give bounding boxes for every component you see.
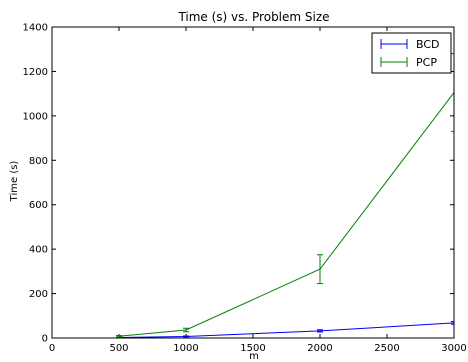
- plot-frame: [51, 26, 455, 339]
- pcp-series-line: [118, 92, 454, 337]
- y-tick-label: 1400: [23, 23, 48, 34]
- x-tick-label: 0: [49, 343, 55, 354]
- x-tick-label: 1500: [240, 343, 265, 354]
- x-tick-label: 3000: [441, 343, 466, 354]
- x-tick-label: 2000: [307, 343, 332, 354]
- legend-box: [371, 32, 452, 74]
- y-tick-label: 0: [42, 334, 48, 345]
- axis-ticks: 0 500 1000 1500 2000 2500 3000 0 200 400 600 800 100…: [23, 23, 467, 355]
- y-tick-label: 400: [29, 245, 48, 256]
- plot-area: [116, 53, 454, 338]
- y-axis-label: Time (s): [9, 161, 20, 203]
- x-tick-label: 1000: [173, 343, 198, 354]
- y-tick-label: 800: [29, 156, 48, 167]
- legend-pcp-label: PCP: [416, 56, 437, 69]
- x-axis-label: m: [249, 351, 259, 362]
- y-tick-label: 200: [29, 289, 48, 300]
- chart-title: Time (s) vs. Problem Size: [177, 10, 329, 24]
- series-group: [116, 53, 454, 338]
- x-tick-label: 500: [109, 343, 128, 354]
- legend: BCD PCP: [371, 32, 452, 74]
- bcd-series-line: [118, 322, 454, 338]
- y-tick-label: 1200: [23, 67, 48, 78]
- y-tick-label: 1000: [23, 111, 48, 122]
- legend-bcd-label: BCD: [416, 38, 440, 51]
- x-tick-label: 2500: [374, 343, 399, 354]
- y-tick-label: 600: [29, 200, 48, 211]
